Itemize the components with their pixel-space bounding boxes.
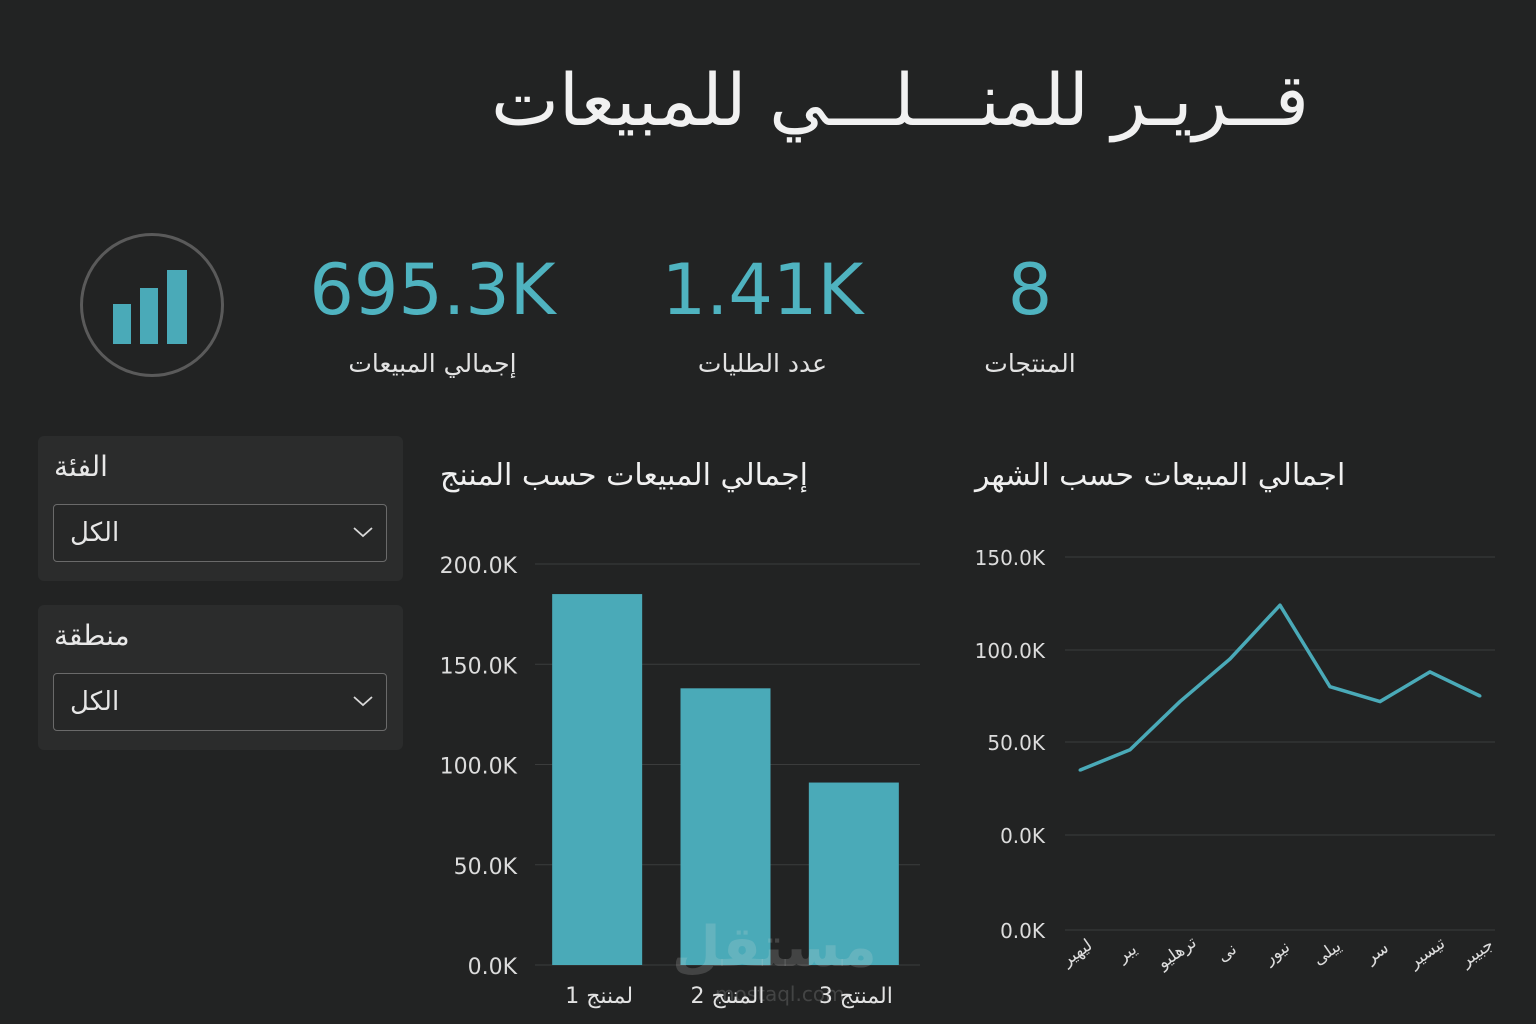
chevron-down-icon: [353, 696, 373, 707]
kpi-label: عدد الطليات: [697, 349, 828, 378]
x-tick-label: ليهير: [1057, 935, 1096, 971]
kpi-products: 8 المنتجات: [940, 255, 1120, 378]
data-point: [1178, 700, 1182, 704]
category-select[interactable]: الكل: [53, 504, 387, 562]
data-point: [1428, 670, 1432, 674]
x-tick-label: يبر: [1113, 939, 1141, 967]
filter-title: منطقة: [54, 619, 130, 652]
data-point: [1078, 768, 1082, 772]
x-tick-label: المننج 2: [690, 984, 764, 1009]
y-tick-label: 0.0K: [1000, 824, 1046, 848]
kpi-label: المنتجات: [984, 349, 1076, 378]
bar-chart: 0.0K 50.0K 100.0K 150.0K 200.0K لمننج 1 المننج…: [440, 554, 920, 1009]
y-tick-label: 100.0K: [975, 639, 1046, 663]
kpi-value: 695.3K: [309, 249, 556, 331]
bar: [808, 782, 899, 965]
x-tick-label: سر: [1361, 938, 1393, 969]
watermark-url: mostaql.com: [715, 982, 845, 1006]
y-tick-label: 150.0K: [440, 654, 518, 679]
x-tick-label: تيسير: [1404, 933, 1449, 973]
x-tick-label: لمننج 1: [565, 984, 633, 1009]
chevron-down-icon: [353, 527, 373, 538]
data-point: [1278, 603, 1282, 607]
line-chart: 0.0K 0.0K 50.0K 100.0K 150.0K ليهير يبر ترهليو ن…: [975, 546, 1498, 974]
data-point: [1378, 700, 1382, 704]
kpi-value: 8: [1007, 249, 1053, 331]
page-title: قــريـر للمنـــلـــي للمبيعات: [491, 58, 1309, 142]
x-tick-label: نى: [1214, 939, 1241, 966]
filter-title: الفئة: [54, 450, 108, 483]
line-chart-title: اجمالي المبيعات حسب الشهر: [975, 458, 1346, 493]
y-tick-label: 0.0K: [468, 955, 518, 980]
y-tick-label: 50.0K: [454, 855, 518, 880]
kpi-value: 1.41K: [661, 249, 864, 331]
y-tick-label: 50.0K: [987, 731, 1046, 755]
filter-region: منطقة الكل: [38, 605, 403, 750]
select-value: الكل: [70, 518, 120, 548]
x-tick-label: جبيبر: [1456, 935, 1497, 972]
data-point: [1228, 657, 1232, 661]
watermark: مستقل: [672, 915, 877, 980]
x-tick-label: ييلى: [1309, 936, 1345, 970]
region-select[interactable]: الكل: [53, 673, 387, 731]
kpi-orders: 1.41K عدد الطليات: [640, 255, 885, 378]
x-tick-label: المنتج 3: [819, 984, 893, 1009]
bar-chart-icon: [80, 233, 224, 377]
series-line: [1079, 603, 1481, 772]
kpi-total-sales: 695.3K إجمالي المبيعات: [300, 255, 565, 378]
kpi-label: إجمالي المبيعات: [348, 349, 517, 378]
data-point: [1128, 748, 1132, 752]
y-tick-label: 100.0K: [440, 755, 518, 780]
bar: [680, 688, 771, 965]
y-tick-label: 0.0K: [1000, 919, 1046, 943]
y-tick-label: 200.0K: [440, 554, 518, 579]
bar: [552, 594, 643, 965]
data-point: [1478, 694, 1482, 698]
y-tick-label: 150.0K: [975, 546, 1046, 570]
select-value: الكل: [70, 687, 120, 717]
data-point: [1328, 685, 1332, 689]
bar-chart-title: إجمالي المبيعات حسب المننج: [440, 458, 808, 493]
x-tick-label: ترهليو: [1153, 932, 1200, 974]
filter-category: الفئة الكل: [38, 436, 403, 581]
x-tick-label: نيور: [1260, 937, 1294, 969]
